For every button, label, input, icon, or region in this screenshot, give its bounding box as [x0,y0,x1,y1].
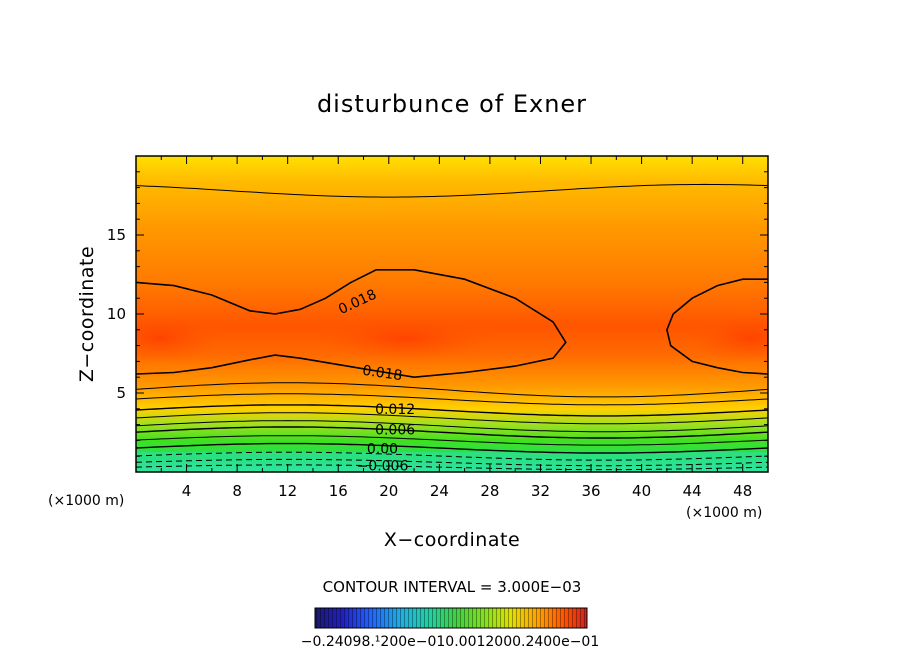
core-center [315,316,495,360]
core-right [690,314,768,362]
contour-interval: CONTOUR INTERVAL = 3.000E−03 [323,578,582,596]
x-tick-label: 24 [430,482,449,500]
y-axis-label: Z−coordinate [76,246,98,382]
contour-label: 0.006 [375,422,415,438]
colorbar-labels: −0.24098.¹200e−010.0012000.2400e−01 [301,634,600,650]
contour-line [136,435,768,446]
contour-line [136,412,768,425]
contour-line [136,451,768,461]
x-unit-left: (×1000 m) [48,493,124,509]
contour-line [136,393,768,406]
contour-label: 0.018 [361,363,403,384]
contour-field [136,156,768,472]
x-tick-label: 48 [733,482,752,500]
core-left [136,314,220,362]
contour-0018-left [136,269,567,379]
contour-line [136,458,768,467]
x-tick-label: 12 [278,482,297,500]
x-tick-label: 28 [480,482,499,500]
x-axis-label: X−coordinate [384,529,520,551]
contour-line [136,464,768,471]
x-tick-label: 44 [683,482,702,500]
contour-line [136,442,768,454]
y-tick-label: 10 [107,305,126,323]
x-tick-label: 8 [232,482,242,500]
contour-line [136,382,768,398]
contour-line [136,183,768,198]
x-unit-right: (×1000 m) [686,505,762,521]
contour-line [136,426,768,439]
contour-label: 0.012 [375,402,415,418]
x-tick-label: 4 [182,482,192,500]
x-tick-label: 40 [632,482,651,500]
chart-title: disturbunce of Exner [317,90,587,118]
y-tick-label: 15 [107,226,126,244]
contour-0018-right [666,278,768,375]
contour-line [136,404,768,417]
x-tick-label: 20 [379,482,398,500]
contour-line [136,420,768,433]
y-tick-label: 5 [116,384,126,402]
x-tick-label: 36 [581,482,600,500]
contour-label: −0.006 [357,459,409,475]
contour-label: 0.00 [367,441,398,457]
x-tick-label: 16 [329,482,348,500]
x-tick-label: 32 [531,482,550,500]
